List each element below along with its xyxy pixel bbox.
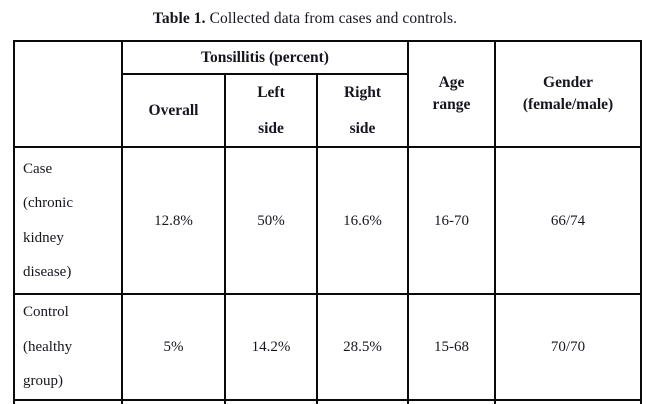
table-row-clipped bbox=[13, 398, 642, 404]
table-caption-label: Table 1. bbox=[152, 10, 206, 27]
data-table: Tonsillitis (percent) Age range Gender (… bbox=[13, 39, 642, 404]
cell-case-right-side: 16.6% bbox=[316, 146, 409, 296]
table-caption-text: Collected data from cases and controls. bbox=[205, 10, 458, 27]
header-right-side: Right side bbox=[316, 72, 409, 149]
header-overall: Overall bbox=[121, 72, 226, 149]
table-row-control: Control (healthy group) 5% 14.2% 28.5% 1… bbox=[13, 293, 642, 401]
table-caption: Table 1. Collected data from cases and c… bbox=[0, 10, 610, 28]
header-tonsillitis-group: Tonsillitis (percent) bbox=[121, 40, 409, 75]
cell-control-overall: 5% bbox=[121, 293, 226, 401]
row-label-control: Control (healthy group) bbox=[13, 293, 123, 401]
header-gender: Gender (female/male) bbox=[494, 39, 642, 149]
header-age-range: Age range bbox=[407, 39, 496, 149]
cell-control-right-side: 28.5% bbox=[316, 293, 409, 401]
header-row-sub: Overall Left side Right side bbox=[14, 72, 641, 149]
cell-control-age-range: 15-68 bbox=[407, 293, 496, 401]
row-label-case: Case (chronic kidney disease) bbox=[13, 146, 123, 296]
cell-control-left-side: 14.2% bbox=[224, 293, 318, 401]
table-row-case: Case (chronic kidney disease) 12.8% 50% … bbox=[13, 146, 642, 296]
cell-case-age-range: 16-70 bbox=[407, 146, 496, 296]
cell-case-overall: 12.8% bbox=[121, 146, 226, 296]
header-row-group: Tonsillitis (percent) Age range Gender (… bbox=[13, 39, 642, 149]
cell-case-left-side: 50% bbox=[224, 146, 318, 296]
cell-case-gender: 66/74 bbox=[494, 146, 642, 296]
header-corner-cell bbox=[13, 39, 123, 149]
header-left-side: Left side bbox=[224, 72, 318, 149]
cell-control-gender: 70/70 bbox=[494, 293, 642, 401]
